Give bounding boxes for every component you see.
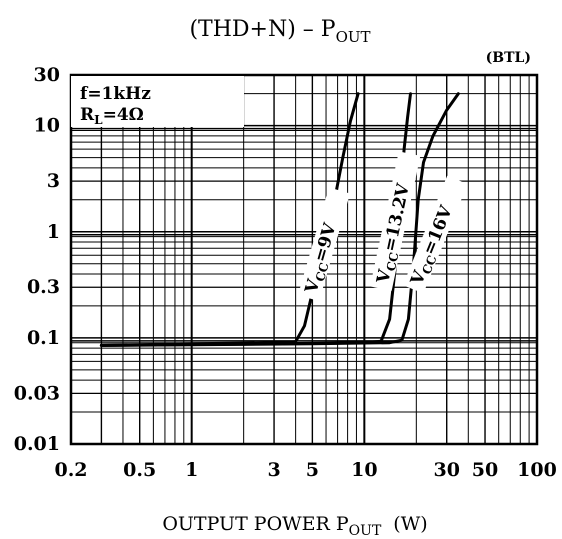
series-label-13v-main: V (373, 267, 396, 286)
x-axis-label: OUTPUT POWER POUT (W) (162, 513, 427, 539)
series-label-9v-main: V (301, 276, 324, 296)
condition-load-sub: L (94, 113, 103, 127)
tick-labels: 0.2 0.5 1 3 5 10 30 50 100 30 10 3 1 0.3 0.1 0.03 0.01 (14, 64, 557, 481)
y-tick-label: 0.1 (27, 327, 60, 349)
y-tick-label: 3 (47, 170, 60, 192)
series-label-13v-bg (370, 151, 421, 291)
series-label-16v-sub: CC (419, 253, 439, 276)
x-axis-label-main: OUTPUT POWER P (162, 513, 349, 535)
y-tick-label: 0.3 (27, 276, 60, 298)
series-label-9v-sub: CC (313, 261, 332, 283)
grid (69, 73, 539, 446)
y-tick-label: 10 (34, 115, 60, 137)
chart-title-main: (THD+N) – P (189, 17, 335, 42)
series-label-9v: VCC=9V (298, 187, 351, 302)
x-tick-label: 1 (185, 459, 198, 481)
series-label-13v-sub: CC (384, 251, 402, 273)
x-tick-label: 0.2 (54, 459, 87, 481)
y-tick-label: 0.03 (14, 382, 60, 404)
condition-load-value: =4Ω (103, 105, 144, 125)
y-tick-label: 1 (47, 221, 60, 243)
btl-note: (BTL) (486, 50, 531, 66)
condition-frequency: f=1kHz (80, 84, 151, 104)
y-tick-label: 30 (34, 64, 60, 86)
x-tick-label: 30 (433, 459, 459, 481)
series-label-9v-bg (298, 187, 351, 302)
series-label-16v-bg (402, 175, 468, 294)
x-tick-label: 50 (472, 459, 498, 481)
series-label-16v-value: =16V (419, 202, 457, 258)
x-axis-label-unit: (W) (393, 513, 427, 535)
x-tick-label: 10 (351, 459, 377, 481)
y-tick-label: 0.01 (14, 433, 60, 455)
chart-title-sub: OUT (336, 28, 371, 46)
x-tick-label: 100 (517, 459, 557, 481)
x-tick-label: 5 (306, 459, 319, 481)
condition-load: RL=4Ω (80, 105, 144, 127)
plot-frame (69, 73, 539, 446)
x-axis-label-sub: OUT (349, 523, 382, 539)
condition-load-main: R (80, 105, 95, 125)
x-tick-label: 0.5 (123, 459, 156, 481)
conditions-box (71, 76, 244, 127)
x-tick-label: 3 (267, 459, 280, 481)
chart-title: (THD+N) – POUT (189, 17, 370, 46)
